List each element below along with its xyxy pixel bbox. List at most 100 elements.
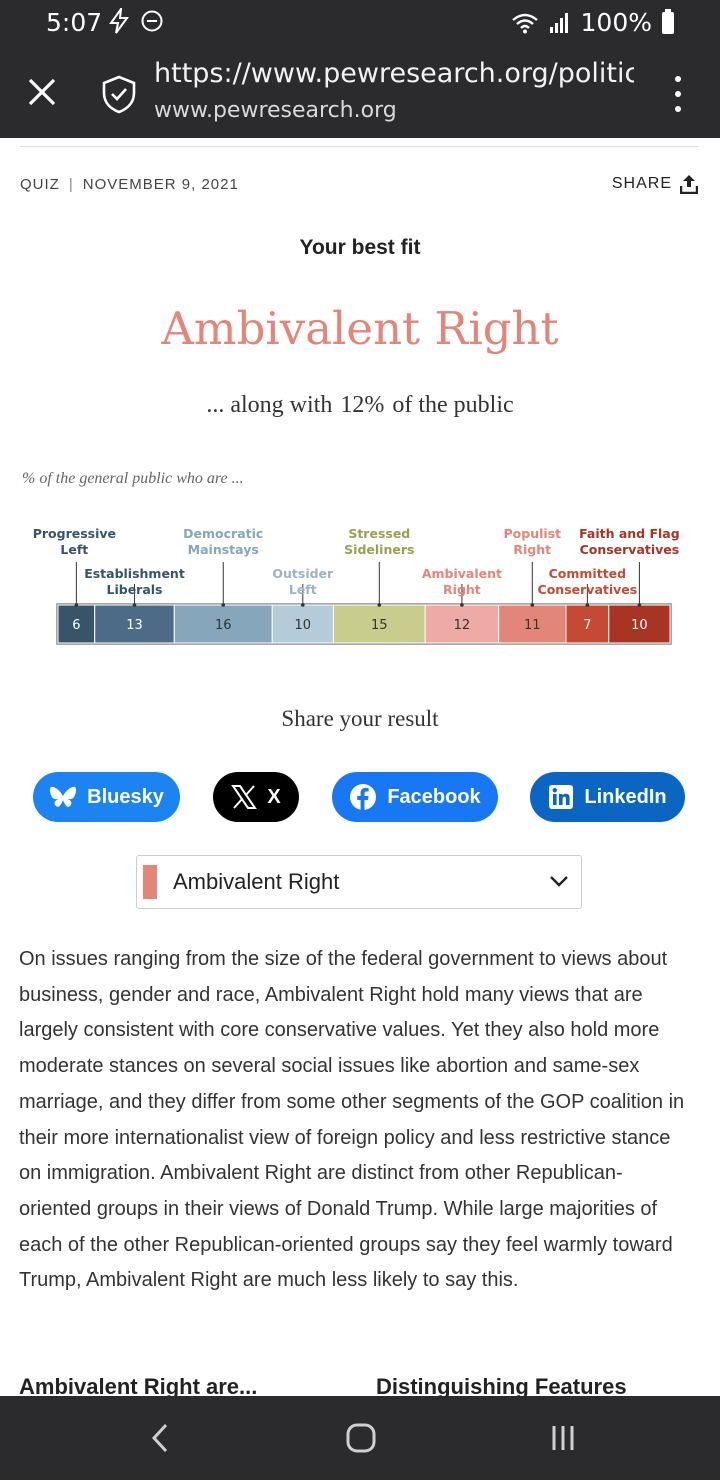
status-bar: 5:07 100% (0, 0, 720, 44)
best-fit-label: Your best fit (299, 236, 421, 259)
chart-segment-ambivalent-right (424, 604, 500, 644)
chart-value-faith-and-flag-conservatives: 10 (631, 618, 648, 633)
share-result-heading: Share your result (281, 706, 439, 731)
x-logo-icon (231, 784, 258, 810)
chart-segment-progressive-left (57, 604, 96, 644)
chart-value-stressed-sideliners: 15 (371, 618, 388, 633)
meta-separator: | (68, 176, 74, 193)
share-label: SHARE (611, 175, 672, 192)
along-suffix: of the public (392, 392, 514, 418)
chart-value-ambivalent-right: 12 (454, 618, 471, 633)
meta-date: NOVEMBER 9, 2021 (82, 176, 239, 193)
wifi-icon (511, 13, 538, 33)
typology-color-swatch (143, 865, 157, 899)
battery-percent: 100% (580, 8, 652, 37)
chart-label-stressed-sideliners: Stressed Sideliners (344, 526, 414, 557)
recents-icon (552, 1426, 574, 1450)
chart-label-line: Conservatives (580, 542, 680, 557)
url-text[interactable]: https://www.pewresearch.org/politics (154, 58, 634, 89)
bluesky-label: Bluesky (87, 785, 164, 808)
chart-leader-dot-democratic-mainstays (221, 603, 226, 607)
chart-leader-dot-ambivalent-right (460, 603, 464, 607)
chart-segment-outsider-left (271, 604, 334, 644)
share-facebook-button[interactable]: Facebook (332, 772, 498, 822)
section-subheads: Ambivalent Right are... Distinguishing F… (0, 1374, 720, 1396)
chart-leader-dot-progressive-left (74, 603, 79, 607)
typology-chart: 6 Progressive Left 13 Establishment Liberals 1… (0, 518, 720, 648)
linkedin-icon (548, 784, 574, 810)
chart-label-line: Establishment (84, 566, 185, 581)
status-right: 100% (511, 8, 674, 37)
typology-description: On issues ranging from the size of the f… (19, 948, 685, 1292)
chart-value-committed-conservatives: 7 (583, 618, 591, 633)
chart-label-line: Sideliners (344, 542, 414, 557)
more-options-button[interactable] (668, 72, 688, 116)
chart-label-outsider-left: Outsider Left (272, 566, 334, 597)
x-label: X (267, 785, 281, 808)
chart-label-line: Committed (549, 566, 626, 581)
chevron-down-icon (550, 876, 568, 887)
bluesky-icon (49, 785, 77, 809)
meta-type: QUIZ (20, 176, 60, 193)
page-content: QUIZ | NOVEMBER 9, 2021 SHARE Your best fi… (0, 138, 720, 1396)
chart-label-ambivalent-right: Ambivalent Right (422, 566, 502, 597)
chart-value-establishment-liberals: 13 (126, 618, 143, 633)
share-link[interactable]: SHARE (612, 174, 698, 194)
chart-label-line: Left (289, 582, 317, 597)
typology-title: Ambivalent Right (161, 302, 559, 355)
share-bluesky-button[interactable]: Bluesky (33, 772, 180, 822)
chart-leader-dot-outsider-left (301, 603, 305, 607)
chart-value-populist-right: 11 (524, 618, 541, 633)
chart-label-establishment-liberals: Establishment Liberals (84, 566, 185, 597)
chart-value-outsider-left: 10 (295, 618, 312, 633)
nav-back-button[interactable] (138, 1416, 182, 1460)
home-icon (346, 1423, 376, 1453)
chart-label-line: Right (443, 582, 481, 597)
along-prefix: ... along with (206, 392, 333, 418)
status-notification-icons (108, 8, 164, 34)
chart-leader-dot-populist-right (530, 603, 535, 607)
share-buttons: Bluesky X Facebook LinkedIn (0, 772, 720, 822)
nav-recents-button[interactable] (541, 1416, 585, 1460)
along-percent: 12% (340, 392, 385, 418)
browser-chrome: 5:07 100% https://www.pewresearch.org/po… (0, 0, 720, 138)
status-time: 5:07 (46, 8, 103, 37)
chart-segment-populist-right (498, 604, 567, 644)
subhead-are: Ambivalent Right are... (19, 1374, 258, 1396)
system-nav-bar (0, 1396, 720, 1480)
chart-leader-dot-stressed-sideliners (377, 603, 382, 607)
chart-label-line: Liberals (107, 582, 163, 597)
back-chevron-icon (151, 1423, 168, 1453)
nav-home-button[interactable] (339, 1416, 383, 1460)
chart-value-democratic-mainstays: 16 (215, 618, 232, 633)
chart-label-line: Democratic (183, 526, 263, 541)
chart-leader-dot-faith-and-flag-conservatives (637, 603, 642, 607)
linkedin-label: LinkedIn (584, 785, 667, 808)
chart-bar-frame (56, 603, 672, 645)
battery-icon (662, 8, 674, 34)
chart-label-line: Faith and Flag (579, 526, 680, 541)
facebook-label: Facebook (387, 785, 481, 808)
chart-label-line: Left (60, 542, 88, 557)
close-tab-button[interactable] (22, 72, 62, 112)
facebook-icon (349, 783, 377, 811)
flash-icon (109, 8, 129, 34)
typology-select-value: Ambivalent Right (173, 869, 340, 894)
chart-label-populist-right: Populist Right (504, 526, 562, 557)
chart-label-progressive-left: Progressive Left (33, 526, 116, 557)
shield-icon[interactable] (100, 74, 138, 114)
divider (20, 146, 698, 147)
share-x-button[interactable]: X (213, 772, 299, 822)
signal-icon (549, 12, 568, 33)
chart-label-line: Conservatives (538, 582, 638, 597)
article-meta: QUIZ | NOVEMBER 9, 2021 (20, 176, 239, 193)
share-upload-icon (680, 175, 698, 194)
url-domain: www.pewresearch.org (154, 98, 397, 123)
chart-label-line: Mainstays (188, 542, 259, 557)
chart-label-line: Progressive (33, 526, 116, 541)
chart-segment-establishment-liberals (94, 604, 175, 644)
subhead-distinguishing-features: Distinguishing Features (376, 1374, 627, 1396)
share-linkedin-button[interactable]: LinkedIn (530, 772, 685, 822)
typology-select[interactable]: Ambivalent Right (136, 855, 582, 909)
